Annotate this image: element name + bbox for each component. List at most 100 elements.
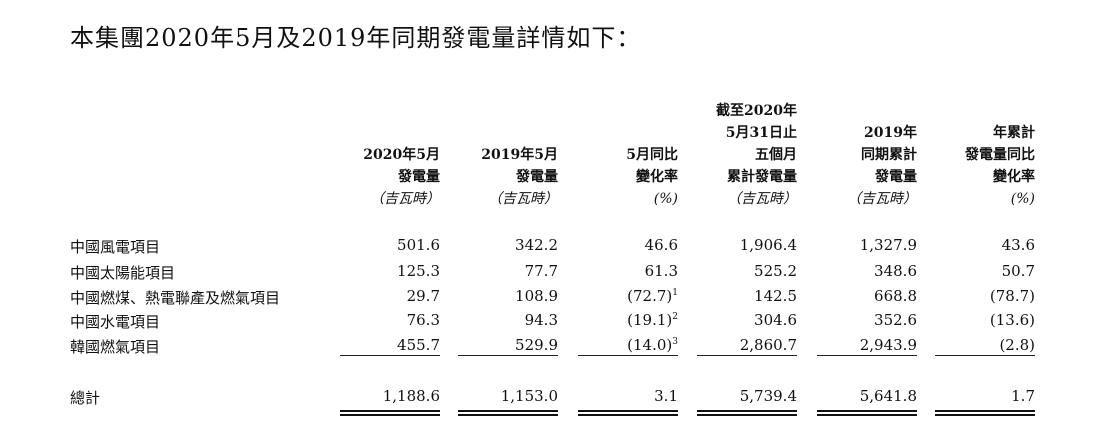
column-header-line: 發電量	[875, 169, 917, 185]
column-header-line: 2019年	[864, 125, 917, 141]
row-label: 中國燃煤、熱電聯產及燃氣項目	[70, 289, 281, 307]
table-cell: 50.7	[925, 262, 1035, 280]
table-cell: 46.6	[568, 236, 678, 254]
table-cell: 529.9	[448, 336, 558, 354]
cell-value: (14.0)	[627, 336, 673, 354]
page-title: 本集團2020年5月及2019年同期發電量詳情如下：	[70, 24, 642, 52]
table-cell: (19.1)2	[568, 311, 678, 329]
column-header-line: 發電量	[398, 169, 440, 185]
row-label: 中國太陽能項目	[70, 264, 176, 282]
cell-value: 342.2	[515, 236, 558, 254]
subtotal-rule	[578, 355, 678, 356]
cell-value: 76.3	[406, 311, 440, 329]
cell-value: 108.9	[515, 287, 558, 305]
column-header-line: 截至2020年	[716, 103, 797, 119]
column-header-line: 發電量	[516, 169, 558, 185]
table-cell: 1,327.9	[807, 236, 917, 254]
cell-value: 125.3	[397, 262, 440, 280]
cell-value: 142.5	[754, 287, 797, 305]
subtotal-rule	[340, 355, 440, 356]
column-header: 2019年同期累計發電量 （吉瓦時）	[807, 122, 917, 210]
cell-value: (72.7)	[627, 287, 673, 305]
cell-value: 1,906.4	[739, 236, 797, 254]
table-cell: (14.0)3	[568, 336, 678, 354]
table-cell: 77.7	[448, 262, 558, 280]
cell-value: 1,327.9	[859, 236, 917, 254]
table-cell: 304.6	[687, 311, 797, 329]
row-label: 中國風電項目	[70, 238, 161, 256]
total-cell: 5,641.8	[859, 387, 917, 405]
column-header-line: 2019年5月	[481, 147, 558, 163]
total-cell: 1,188.6	[382, 387, 440, 405]
column-unit: （吉瓦時）	[727, 191, 797, 207]
column-header: 截至2020年 5月31日止五個月累計發電量 （吉瓦時）	[687, 100, 797, 210]
cell-value: 29.7	[406, 287, 440, 305]
column-header-line: 累計發電量	[727, 169, 797, 185]
cell-value: 304.6	[754, 311, 797, 329]
column-header-line: 發電量同比	[965, 147, 1035, 163]
total-cell: 1,153.0	[500, 387, 558, 405]
cell-value: 43.6	[1001, 236, 1035, 254]
table-cell: (13.6)	[925, 311, 1035, 329]
table-cell: 668.8	[807, 287, 917, 305]
footnote-marker: 2	[672, 312, 678, 322]
table-cell: (78.7)	[925, 287, 1035, 305]
column-unit: （吉瓦時）	[847, 191, 917, 207]
column-header-line: 5月同比	[626, 147, 678, 163]
cell-value: (19.1)	[627, 311, 673, 329]
cell-value: (13.6)	[989, 311, 1035, 329]
column-header-line: 5月31日止	[725, 125, 797, 141]
table-cell: 61.3	[568, 262, 678, 280]
footnote-marker: 3	[672, 337, 678, 347]
total-cell: 5,739.4	[739, 387, 797, 405]
table-cell: 1,906.4	[687, 236, 797, 254]
cell-value: 46.6	[644, 236, 678, 254]
table-cell: 76.3	[330, 311, 440, 329]
subtotal-rule	[697, 355, 797, 356]
column-header: 年累計 發電量同比 變化率 (%)	[925, 122, 1035, 210]
total-double-rule	[935, 410, 1035, 416]
cell-value: (2.8)	[999, 336, 1035, 354]
column-unit: （吉瓦時）	[488, 191, 558, 207]
total-cell: 3.1	[654, 387, 678, 405]
table-cell: 125.3	[330, 262, 440, 280]
subtotal-rule	[458, 355, 558, 356]
column-header: 2020年5月發電量 （吉瓦時）	[330, 144, 440, 210]
total-cell: 1.7	[1011, 387, 1035, 405]
column-header-line: 五個月	[755, 147, 797, 163]
total-double-rule	[578, 410, 678, 416]
row-label: 中國水電項目	[70, 313, 161, 331]
table-cell: (2.8)	[925, 336, 1035, 354]
column-unit: （吉瓦時）	[370, 191, 440, 207]
subtotal-rule	[935, 355, 1035, 356]
table-cell: 342.2	[448, 236, 558, 254]
cell-value: (78.7)	[989, 287, 1035, 305]
total-label: 總計	[70, 389, 101, 407]
table-cell: 2,943.9	[807, 336, 917, 354]
table-cell: 525.2	[687, 262, 797, 280]
cell-value: 2,943.9	[859, 336, 917, 354]
total-double-rule	[340, 410, 440, 416]
cell-value: 525.2	[754, 262, 797, 280]
cell-value: 2,860.7	[739, 336, 797, 354]
table-cell: 352.6	[807, 311, 917, 329]
table-cell: 108.9	[448, 287, 558, 305]
total-double-rule	[697, 410, 797, 416]
cell-value: 352.6	[874, 311, 917, 329]
column-header: 5月同比 變化率 (%)	[568, 144, 678, 210]
row-label: 韓國燃氣項目	[70, 338, 161, 356]
total-double-rule	[458, 410, 558, 416]
cell-value: 61.3	[644, 262, 678, 280]
table-cell: 29.7	[330, 287, 440, 305]
column-header-line: 2020年5月	[363, 147, 440, 163]
table-cell: 501.6	[330, 236, 440, 254]
table-cell: 455.7	[330, 336, 440, 354]
cell-value: 77.7	[524, 262, 558, 280]
table-cell: 142.5	[687, 287, 797, 305]
table-cell: 94.3	[448, 311, 558, 329]
table-cell: 348.6	[807, 262, 917, 280]
cell-value: 455.7	[397, 336, 440, 354]
column-header-line: 同期累計	[861, 147, 917, 163]
column-header-line: 變化率	[636, 169, 678, 185]
cell-value: 668.8	[874, 287, 917, 305]
